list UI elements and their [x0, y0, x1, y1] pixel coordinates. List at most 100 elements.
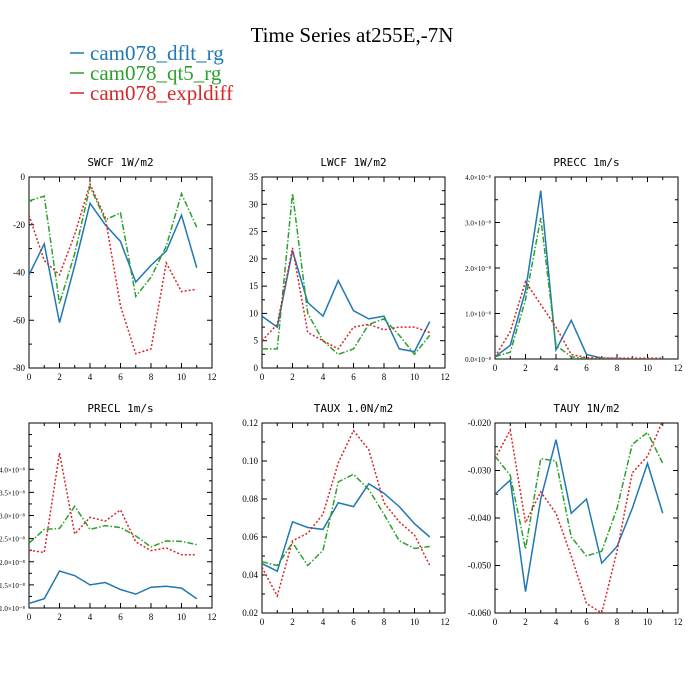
- y-tick-label: 25: [249, 227, 259, 237]
- y-tick-label: 20: [249, 254, 259, 264]
- chart-panel: PRECC 1m/s 0 2 4 6 8 10 12 0.0×10⁻⁸ 1.0×10⁻⁸ 2.0×1…: [465, 156, 682, 373]
- series-line: [29, 570, 198, 605]
- panel-title: TAUX 1.0N/m2: [314, 402, 393, 415]
- x-tick-label: 4: [321, 617, 326, 627]
- x-tick-label: 4: [88, 372, 93, 382]
- x-tick-label: 6: [584, 617, 589, 627]
- y-tick-label: 0.02: [242, 608, 258, 618]
- series-line: [29, 184, 198, 304]
- y-tick-label: -0.020: [468, 418, 492, 428]
- y-tick-label: 0.04: [242, 570, 258, 580]
- y-tick-label: -60: [13, 315, 25, 325]
- chart-panel: TAUY 1N/m2 0 2 4 6 8 10 12 -0.060 -0.050 -0.040 -0.…: [468, 402, 683, 627]
- y-tick-label: 35: [249, 172, 259, 182]
- x-tick-label: 10: [177, 612, 187, 622]
- panel-title: PRECL 1m/s: [87, 402, 153, 415]
- x-tick-label: 0: [260, 372, 265, 382]
- series-line: [29, 182, 197, 355]
- series-line: [262, 482, 431, 573]
- x-tick-label: 12: [208, 372, 217, 382]
- y-tick-label: -0.030: [468, 466, 492, 476]
- x-tick-label: 6: [118, 372, 123, 382]
- y-tick-label: 4.0×10⁻⁸: [465, 174, 491, 182]
- series-line: [495, 423, 663, 613]
- x-tick-label: 0: [260, 617, 265, 627]
- chart-panel: LWCF 1W/m2 0 2 4 6 8 10 12 0 5 10 15 20 25 30 35: [249, 156, 450, 382]
- y-tick-label: 10: [249, 308, 259, 318]
- y-tick-label: 0.12: [242, 418, 258, 428]
- x-tick-label: 8: [149, 612, 154, 622]
- y-tick-label: 0.10: [242, 456, 258, 466]
- y-tick-label: -0.050: [468, 561, 492, 571]
- y-tick-label: -20: [13, 220, 25, 230]
- x-tick-label: 8: [615, 617, 620, 627]
- chart-panel: SWCF 1W/m2 0 2 4 6 8 10 12 -80 -60 -40 -20 0: [13, 156, 217, 382]
- y-tick-label: 3.0×10⁻⁸: [465, 220, 491, 228]
- series-line: [495, 279, 663, 359]
- x-tick-label: 2: [57, 612, 62, 622]
- x-tick-label: 0: [493, 617, 498, 627]
- figure-title: Time Series at255E,-7N: [251, 23, 454, 47]
- plot-frame: [494, 176, 679, 360]
- legend-label: cam078_qt5_rg: [90, 61, 222, 85]
- y-tick-label: 4.0×10⁻⁸: [0, 466, 26, 474]
- x-tick-label: 12: [441, 617, 450, 627]
- y-tick-label: 1.5×10⁻⁸: [0, 582, 26, 590]
- panel-title: TAUY 1N/m2: [553, 402, 619, 415]
- x-tick-label: 6: [584, 363, 589, 373]
- x-tick-label: 0: [27, 372, 32, 382]
- x-tick-label: 10: [643, 617, 653, 627]
- y-tick-label: 1.0×10⁻⁸: [0, 605, 26, 613]
- x-tick-label: 4: [321, 372, 326, 382]
- x-tick-label: 4: [554, 617, 559, 627]
- x-tick-label: 6: [351, 617, 356, 627]
- series-line: [29, 504, 197, 548]
- legend: cam078_dflt_rgcam078_qt5_rgcam078_expldi…: [70, 41, 233, 105]
- plot-frame: [28, 422, 213, 609]
- x-tick-label: 0: [493, 363, 498, 373]
- x-tick-label: 12: [441, 372, 450, 382]
- y-tick-label: 3.5×10⁻⁸: [0, 489, 26, 497]
- y-tick-label: 2.0×10⁻⁸: [0, 559, 26, 567]
- y-tick-label: 3.0×10⁻⁸: [0, 513, 26, 521]
- y-tick-label: 5: [254, 336, 259, 346]
- y-tick-label: -40: [13, 268, 25, 278]
- x-tick-label: 2: [523, 617, 528, 627]
- x-tick-label: 8: [382, 372, 387, 382]
- x-tick-label: 2: [57, 372, 62, 382]
- x-tick-label: 10: [643, 363, 653, 373]
- x-tick-label: 10: [410, 372, 420, 382]
- y-tick-label: 2.5×10⁻⁸: [0, 536, 26, 544]
- plot-frame: [261, 422, 446, 614]
- x-tick-label: 12: [674, 363, 683, 373]
- y-tick-label: 2.0×10⁻⁸: [465, 265, 491, 273]
- y-tick-label: 0.0×10⁻⁸: [465, 356, 491, 364]
- series-line: [495, 190, 663, 359]
- x-tick-label: 4: [88, 612, 93, 622]
- y-tick-label: 0: [21, 172, 26, 182]
- x-tick-label: 12: [208, 612, 217, 622]
- series-line: [29, 201, 198, 323]
- series-line: [495, 439, 664, 592]
- series-line: [495, 217, 663, 359]
- series-line: [495, 431, 664, 557]
- y-tick-label: -0.040: [468, 513, 492, 523]
- x-tick-label: 2: [290, 617, 295, 627]
- y-tick-label: 15: [249, 281, 259, 291]
- panel-title: PRECC 1m/s: [553, 156, 619, 169]
- chart-panel: TAUX 1.0N/m2 0 2 4 6 8 10 12 0.02 0.04 0.06 0.08 0.1…: [242, 402, 449, 627]
- panel-title: LWCF 1W/m2: [320, 156, 386, 169]
- series-line: [262, 250, 431, 353]
- x-tick-label: 8: [615, 363, 620, 373]
- legend-label: cam078_dflt_rg: [90, 41, 224, 65]
- y-tick-label: -80: [13, 363, 25, 373]
- series-line: [29, 452, 197, 556]
- panel-title: SWCF 1W/m2: [87, 156, 153, 169]
- x-tick-label: 0: [27, 612, 32, 622]
- y-tick-label: 30: [249, 199, 259, 209]
- y-tick-label: 1.0×10⁻⁸: [465, 311, 491, 319]
- plot-frame: [494, 422, 679, 614]
- chart-panels: SWCF 1W/m2 0 2 4 6 8 10 12 -80 -60 -40 -20 0 LWCF 1W/…: [0, 156, 683, 627]
- y-tick-label: 0.06: [242, 532, 258, 542]
- series-line: [262, 473, 430, 567]
